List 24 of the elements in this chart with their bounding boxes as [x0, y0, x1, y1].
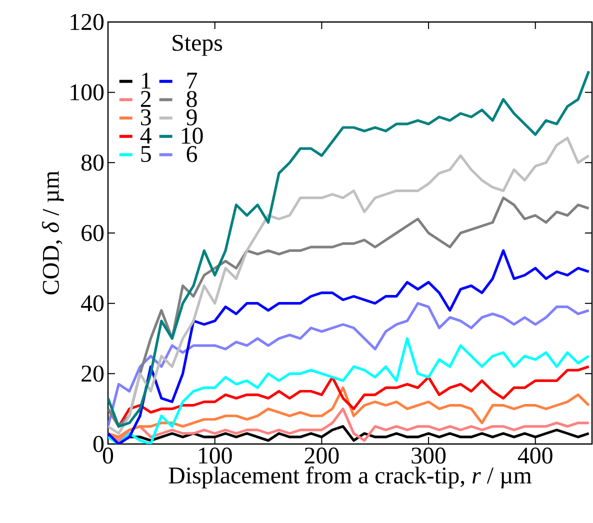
x-axis-title: Displacement from a crack-tip, r / µm — [168, 466, 532, 488]
y-tick-label: 0 — [93, 436, 104, 452]
x-tick-label: 400 — [518, 448, 552, 464]
legend-label: 8 — [186, 90, 197, 108]
y-tick-label: 20 — [82, 366, 104, 382]
legend-label: 9 — [186, 109, 197, 126]
y-tick-label: 120 — [70, 14, 104, 30]
y-tick-label: 100 — [70, 84, 104, 100]
legend-label: 3 — [141, 109, 151, 126]
legend-label: 7 — [187, 72, 198, 88]
legend-label: 5 — [141, 146, 151, 162]
legend-label: 4 — [140, 128, 152, 144]
legend-title: Steps — [172, 34, 222, 56]
legend-label: 1 — [142, 72, 150, 89]
legend-label: 2 — [140, 91, 151, 107]
x-tick-label: 300 — [412, 448, 446, 464]
legend-label: 10 — [182, 128, 203, 144]
y-tick-label: 80 — [81, 154, 104, 171]
x-tick-label: 200 — [304, 448, 339, 464]
y-axis-title: COD, δ / µm — [42, 170, 64, 294]
x-tick-label: 100 — [199, 448, 232, 464]
y-tick-label: 40 — [81, 295, 104, 312]
y-tick-label: 60 — [82, 224, 104, 242]
legend-label: 6 — [186, 146, 198, 162]
